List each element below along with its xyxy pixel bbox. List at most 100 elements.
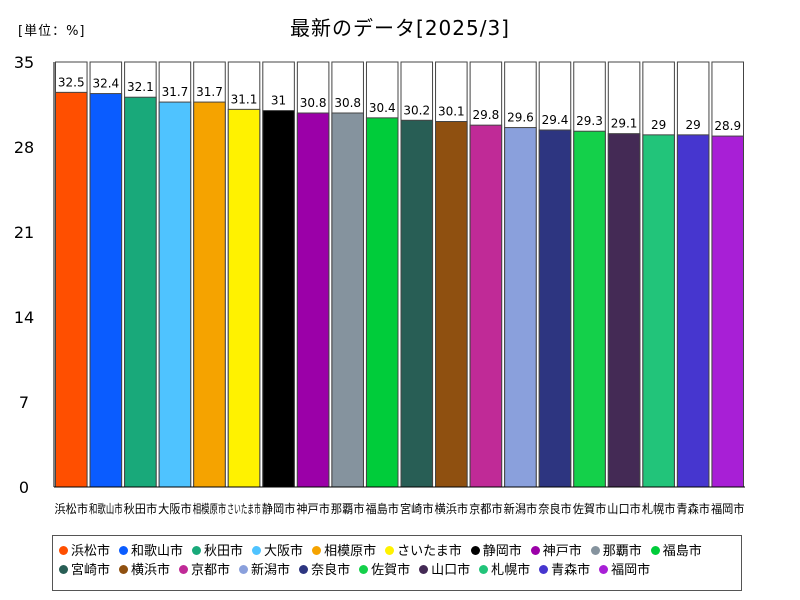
legend-swatch (312, 546, 322, 555)
legend-entry: 奈良市 (299, 561, 350, 580)
legend-entry: 青森市 (539, 561, 590, 580)
x-tick-label: 横浜市 (435, 501, 469, 516)
value-label: 31.7 (162, 85, 189, 99)
value-label: 30.8 (300, 96, 327, 110)
legend-entry: 浜松市 (59, 542, 110, 561)
legend-label: 佐賀市 (371, 563, 411, 578)
legend-entry: 佐賀市 (359, 561, 410, 580)
value-label: 31.1 (231, 92, 258, 106)
legend-entry: 相模原市 (312, 542, 376, 561)
bar-6 (227, 108, 261, 488)
y-tick-label: 7 (19, 393, 29, 412)
legend-swatch (539, 565, 549, 574)
bar-10 (365, 117, 399, 488)
legend-swatch (479, 565, 489, 574)
x-tick-label: 福島市 (365, 501, 399, 516)
legend-swatch (192, 546, 202, 555)
x-tick-label: 和歌山市 (89, 501, 123, 516)
legend-entry: さいたま市 (385, 542, 462, 561)
y-tick-label: 14 (14, 308, 34, 327)
x-tick-label: 青森市 (676, 501, 710, 516)
x-tick-label: 佐賀市 (573, 501, 607, 516)
legend-entry: 和歌山市 (119, 542, 183, 561)
legend-entry: 神戸市 (530, 542, 582, 561)
x-tick-label: さいたま市 (227, 501, 261, 516)
legend-label: さいたま市 (397, 544, 462, 559)
x-tick-label: 相模原市 (193, 501, 227, 516)
value-label: 29 (651, 118, 666, 132)
x-tick-label: 新潟市 (504, 501, 538, 516)
bar-3 (124, 96, 157, 488)
legend-swatch (119, 546, 129, 555)
legend-label: 那覇市 (602, 544, 642, 559)
value-label: 29.3 (576, 114, 603, 128)
bar-12 (435, 121, 468, 488)
x-tick-label: 札幌市 (642, 501, 676, 516)
x-tick-label: 京都市 (469, 501, 503, 516)
x-tick-label: 神戸市 (296, 501, 330, 516)
bar-14 (504, 127, 537, 488)
legend-entry: 秋田市 (192, 542, 243, 561)
bar-4 (158, 101, 192, 488)
bar-13 (469, 124, 503, 488)
bar-8 (296, 112, 330, 488)
x-tick-label: 浜松市 (55, 501, 89, 516)
y-tick-label: 21 (14, 223, 34, 242)
legend-label: 秋田市 (204, 544, 244, 559)
legend-label: 静岡市 (482, 544, 522, 559)
legend-label: 福岡市 (611, 563, 651, 578)
legend-swatch (359, 565, 369, 574)
x-tick-label: 秋田市 (124, 501, 158, 516)
x-tick-label: 宮崎市 (400, 501, 434, 516)
value-label: 32.1 (127, 80, 154, 94)
legend-label: 山口市 (431, 563, 471, 578)
x-tick-label: 大阪市 (158, 501, 192, 516)
legend-swatch (119, 565, 129, 574)
bar-9 (331, 112, 364, 488)
legend-label: 札幌市 (491, 563, 531, 578)
value-label: 31.7 (196, 85, 223, 99)
legend-entry: 那覇市 (590, 542, 642, 561)
legend-swatch (650, 546, 660, 555)
x-tick-label: 静岡市 (262, 501, 296, 516)
legend-label: 神戸市 (542, 544, 582, 559)
legend-swatch (419, 565, 429, 574)
legend-swatch (530, 546, 540, 555)
legend-label: 宮崎市 (71, 563, 111, 578)
legend-swatch (590, 546, 600, 555)
bar-20 (711, 135, 745, 488)
value-label: 30.4 (369, 101, 396, 115)
y-tick-label: 28 (14, 138, 34, 157)
bar-2 (89, 93, 123, 488)
legend: 浜松市 和歌山市 秋田市 大阪市 相模原市 さいたま市 静岡市 神戸市 那覇市 福島市宮崎市 横浜市… (52, 535, 742, 591)
value-label: 29.1 (611, 117, 638, 131)
value-label: 28.9 (714, 119, 741, 133)
legend-label: 新潟市 (251, 563, 291, 578)
legend-swatch (239, 565, 249, 574)
value-label: 29.8 (473, 108, 500, 122)
x-tick-label: 那覇市 (331, 501, 365, 516)
legend-swatch (252, 546, 262, 555)
unit-label: [単位：%] (18, 24, 86, 39)
bar-16 (573, 130, 606, 488)
bar-1 (55, 91, 88, 488)
bar-chart: 32.5 32.4 32.1 31.7 31.7 31.1 31 30.8 30.8 30.4 30… (14, 53, 745, 516)
legend-label: 相模原市 (324, 544, 377, 559)
value-label: 29.6 (507, 111, 534, 125)
legend-swatch (299, 565, 309, 574)
bar-11 (400, 119, 434, 488)
value-label: 30.2 (403, 103, 430, 117)
legend-swatch (59, 546, 68, 555)
legend-entry: 京都市 (179, 561, 230, 580)
value-label: 29 (686, 118, 701, 132)
legend-swatch (59, 565, 68, 574)
legend-entry: 札幌市 (479, 561, 530, 580)
legend-entry: 宮崎市 (59, 561, 110, 580)
legend-entry: 横浜市 (119, 561, 170, 580)
legend-swatch (470, 546, 480, 555)
value-label: 32.5 (58, 75, 85, 89)
value-label: 29.4 (542, 113, 569, 127)
bar-7 (262, 110, 295, 488)
legend-label: 和歌山市 (131, 544, 184, 559)
value-label: 31 (271, 94, 286, 108)
